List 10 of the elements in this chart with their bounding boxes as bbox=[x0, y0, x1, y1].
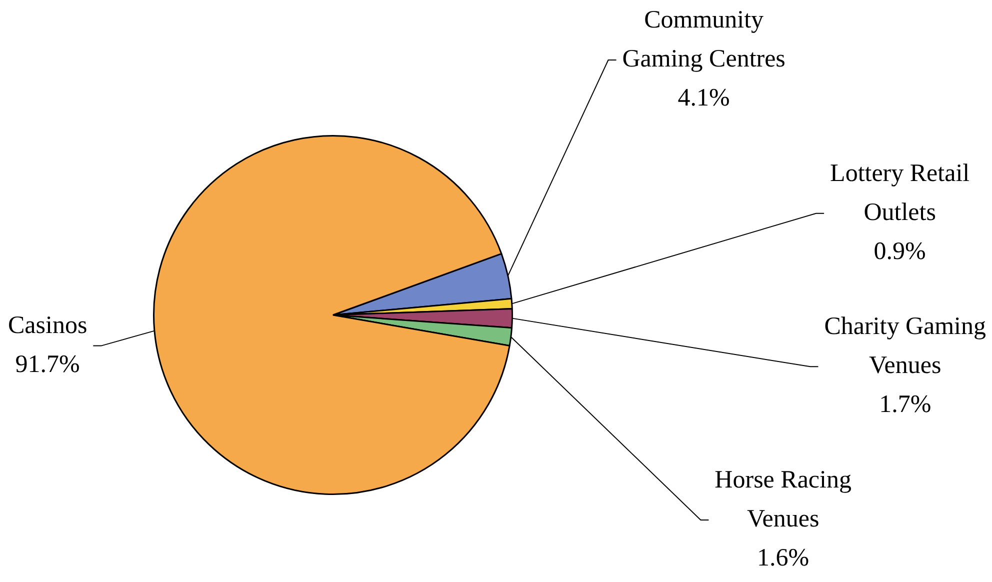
slice-label: Horse Racing Venues bbox=[714, 466, 852, 533]
data-label: 4.1% bbox=[678, 84, 730, 112]
data-label: 0.9% bbox=[874, 238, 926, 265]
slice-label: Charity Gaming Venues bbox=[824, 313, 986, 380]
data-label: 1.6% bbox=[757, 544, 810, 572]
slice-label: Lottery Retail Outlets bbox=[830, 160, 970, 226]
data-label: 1.7% bbox=[879, 391, 932, 418]
slice-label: Community Gaming Centres bbox=[622, 6, 786, 73]
data-label: 91.7% bbox=[15, 350, 80, 378]
slice-label: Casinos bbox=[8, 312, 88, 339]
